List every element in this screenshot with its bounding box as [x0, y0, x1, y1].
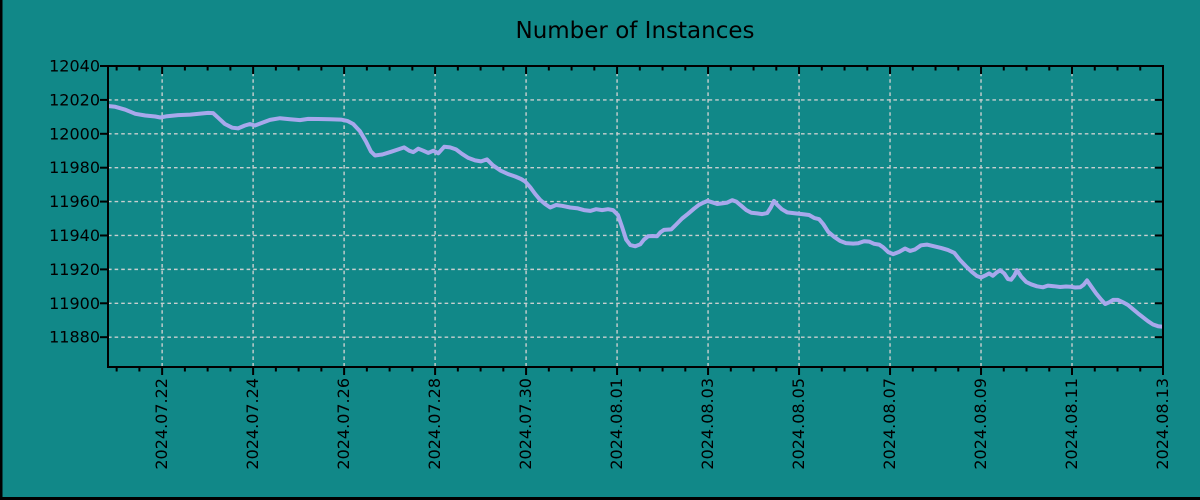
series-layer [108, 104, 1163, 329]
x-tick-label: 2024.08.03 [698, 378, 717, 470]
x-tick-label: 2024.07.30 [516, 378, 535, 470]
x-tick-label: 2024.08.13 [1153, 378, 1172, 470]
axis-labels: 2024.07.22 2024.07.24 2024.07.26 2024.07.28… [49, 57, 1172, 470]
x-tick-label: 2024.08.05 [789, 378, 808, 470]
y-tick-label: 11980 [49, 158, 100, 177]
y-tick-label: 12040 [49, 57, 100, 76]
y-tick-label: 12000 [49, 124, 100, 143]
axis-ticks [100, 65, 1164, 375]
y-tick-label: 12020 [49, 90, 100, 109]
window-left-edge [0, 0, 3, 500]
x-tick-label: 2024.07.26 [334, 378, 353, 470]
x-tick-label: 2024.08.01 [607, 378, 626, 470]
y-tick-label: 11960 [49, 192, 100, 211]
gridlines [108, 65, 1164, 367]
plot-border [107, 65, 1164, 368]
x-tick-label: 2024.08.09 [971, 378, 990, 470]
x-tick-label: 2024.07.28 [425, 378, 444, 470]
y-tick-label: 11880 [49, 328, 100, 347]
x-tick-label: 2024.08.11 [1062, 378, 1081, 470]
chart-title: Number of Instances [516, 18, 755, 44]
y-tick-label: 11920 [49, 260, 100, 279]
y-tick-label: 11900 [49, 294, 100, 313]
window-bottom-edge [0, 497, 1200, 500]
y-tick-label: 11940 [49, 226, 100, 245]
series-line [108, 104, 1163, 329]
x-tick-label: 2024.07.24 [243, 378, 262, 470]
x-tick-label: 2024.07.22 [152, 378, 171, 470]
x-tick-label: 2024.08.07 [880, 378, 899, 470]
